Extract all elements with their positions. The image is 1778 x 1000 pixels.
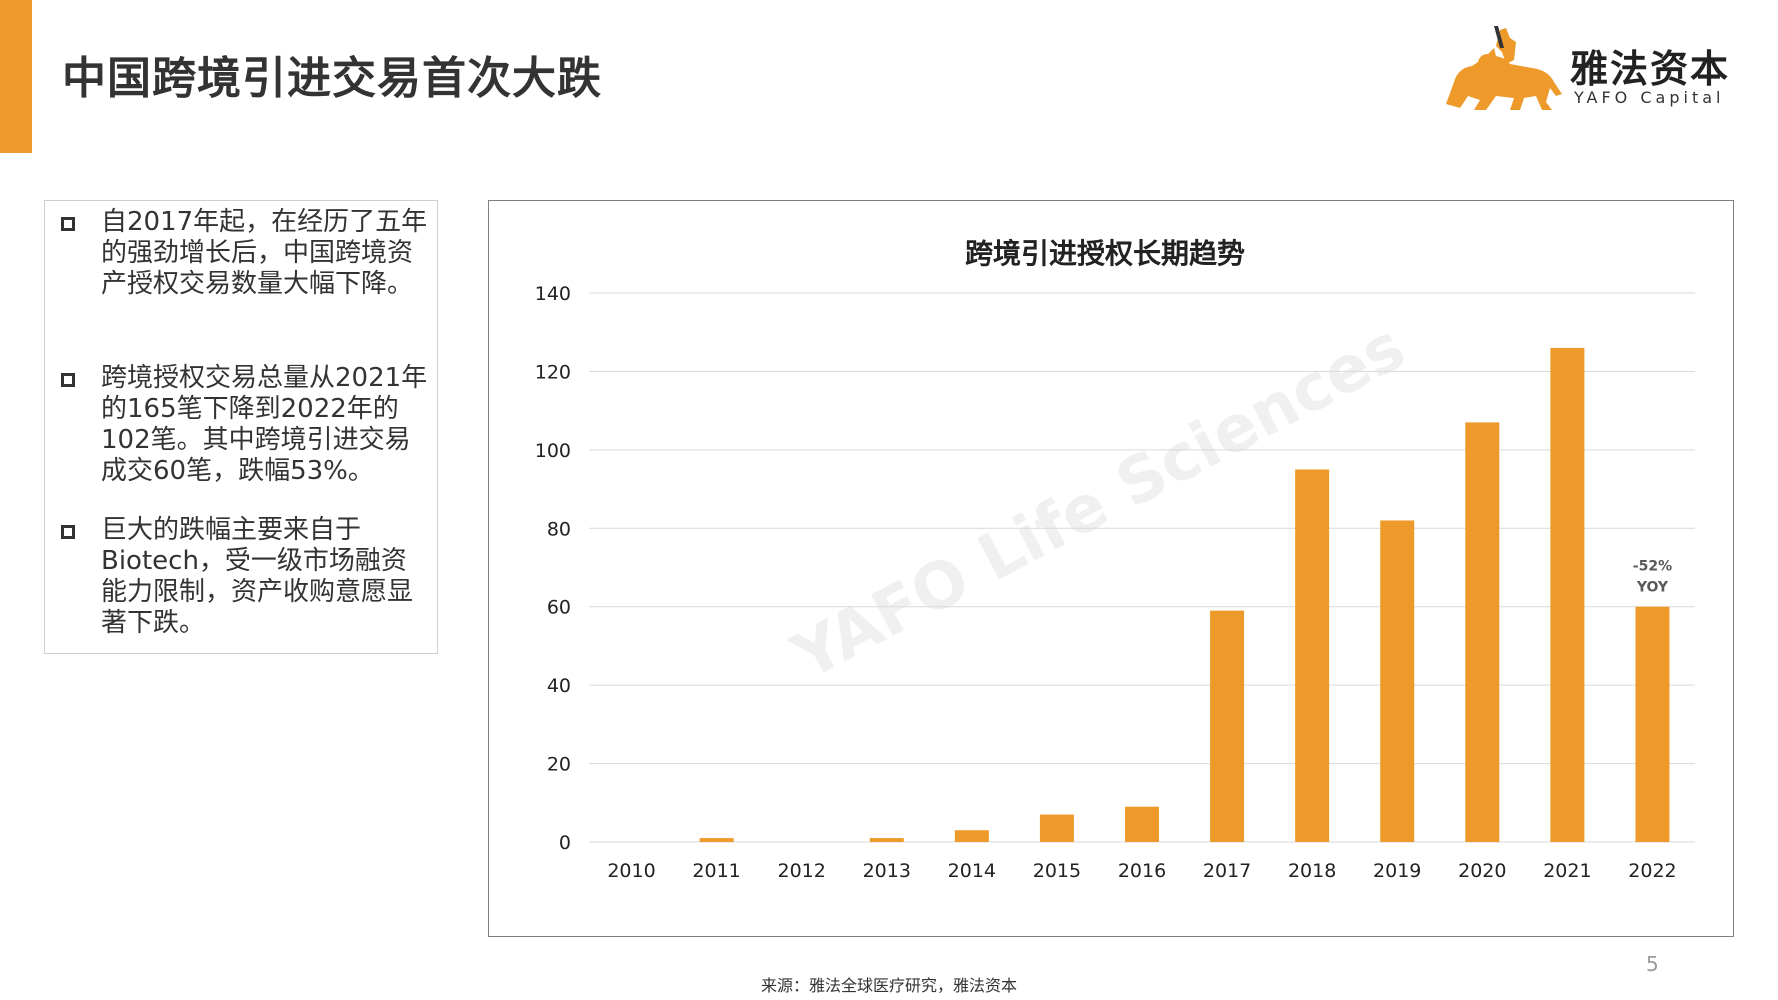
lion-with-rider-icon (1446, 26, 1562, 110)
square-bullet-icon (61, 217, 75, 231)
x-tick-label: 2014 (948, 860, 996, 882)
bar-2011 (699, 838, 734, 842)
chart-frame: YAFO Life Sciences 跨境引进授权长期趋势 0 20 40 60 80 100… (488, 200, 1734, 937)
y-tick-label: 0 (559, 832, 571, 854)
y-tick-label: 40 (547, 675, 571, 697)
x-tick-label: 2022 (1628, 860, 1676, 882)
y-tick-label: 120 (535, 361, 571, 383)
x-tick-label: 2015 (1033, 860, 1081, 882)
bullet-text: 巨大的跌幅主要来自于Biotech，受一级市场融资能力限制，资产收购意愿显著下跌… (101, 515, 414, 638)
accent-bar (0, 0, 32, 153)
bar-2015 (1039, 814, 1074, 842)
bar-2014 (954, 830, 989, 842)
y-tick-label: 60 (547, 597, 571, 619)
bullet-text: 自2017年起，在经历了五年的强劲增长后，中国跨境资产授权交易数量大幅下降。 (101, 207, 428, 299)
bar-annotation: YOY (1636, 580, 1669, 596)
bar-2013 (869, 838, 904, 842)
bullet-text: 跨境授权交易总量从2021年的165笔下降到2022年的102笔。其中跨境引进交… (101, 363, 428, 486)
x-tick-label: 2021 (1543, 860, 1591, 882)
square-bullet-icon (61, 373, 75, 387)
x-tick-label: 2010 (607, 860, 655, 882)
bar-2019 (1380, 520, 1415, 842)
y-tick-label: 20 (547, 754, 571, 776)
page-title: 中国跨境引进交易首次大跌 (62, 53, 602, 104)
x-tick-label: 2012 (778, 860, 826, 882)
square-bullet-icon (61, 525, 75, 539)
bar-2020 (1465, 422, 1500, 842)
x-tick-label: 2017 (1203, 860, 1251, 882)
x-tick-label: 2020 (1458, 860, 1506, 882)
logo-name-en: YAFO Capital (1574, 88, 1725, 107)
x-tick-label: 2018 (1288, 860, 1336, 882)
y-tick-label: 140 (535, 283, 571, 305)
x-tick-label: 2011 (692, 860, 740, 882)
bar-chart: YAFO Life Sciences跨境引进授权长期趋势020406080100… (535, 237, 1695, 882)
summary-textbox: 自2017年起，在经历了五年的强劲增长后，中国跨境资产授权交易数量大幅下降。 跨… (44, 200, 438, 654)
y-tick-label: 100 (535, 440, 571, 462)
x-tick-label: 2019 (1373, 860, 1421, 882)
y-tick-label: 80 (547, 518, 571, 540)
x-tick-label: 2013 (863, 860, 911, 882)
x-tick-label: 2016 (1118, 860, 1166, 882)
bar-annotation: -52% (1633, 559, 1672, 575)
page-number: 5 (1646, 952, 1659, 976)
bar-2021 (1550, 347, 1585, 842)
bar-2018 (1295, 469, 1330, 842)
source-note: 来源：雅法全球医疗研究，雅法资本 (760, 976, 1017, 995)
logo-name-cn: 雅法资本 (1570, 47, 1731, 91)
chart-title: 跨境引进授权长期趋势 (965, 237, 1245, 270)
company-logo: 雅法资本 YAFO Capital (1440, 24, 1740, 116)
bar-2016 (1125, 806, 1159, 842)
bar-2022 (1635, 606, 1670, 842)
bar-2017 (1210, 610, 1245, 842)
